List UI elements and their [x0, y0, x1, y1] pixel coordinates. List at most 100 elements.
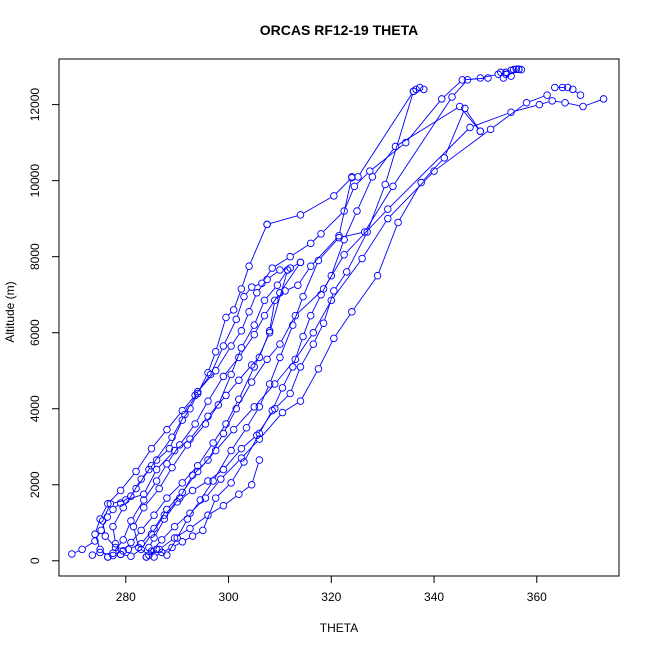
- series-line: [153, 431, 166, 447]
- series-line: [269, 303, 275, 328]
- series-line: [84, 542, 93, 548]
- series-line: [242, 327, 254, 346]
- series-line: [319, 341, 333, 367]
- plot-frame: [58, 58, 620, 577]
- data-point: [232, 315, 240, 324]
- series-line: [178, 521, 187, 536]
- series-line: [211, 348, 223, 372]
- series-line: [155, 500, 166, 513]
- series-line: [303, 197, 332, 214]
- data-point: [119, 536, 127, 544]
- series-line: [101, 506, 107, 517]
- series-line: [332, 260, 361, 299]
- y-axis-label: Altitude (m): [3, 281, 17, 342]
- data-point: [260, 296, 269, 305]
- series-line: [344, 189, 354, 209]
- series-line: [273, 390, 282, 408]
- series-line: [219, 377, 231, 403]
- data-point: [291, 355, 300, 364]
- data-point: [209, 439, 217, 447]
- series-line: [144, 472, 156, 492]
- series-line: [209, 378, 223, 399]
- series-line: [177, 529, 188, 537]
- series-line: [118, 547, 126, 550]
- data-point: [348, 308, 356, 316]
- data-point: [268, 264, 276, 272]
- series-line: [155, 521, 164, 536]
- data-point: [330, 287, 338, 295]
- series-line: [191, 418, 207, 437]
- series-line: [320, 239, 338, 259]
- data-point: [160, 515, 169, 523]
- data-point: [535, 100, 544, 109]
- data-point: [134, 543, 143, 552]
- data-point: [111, 543, 120, 552]
- series-line: [339, 179, 352, 233]
- data-point: [497, 68, 505, 77]
- series-line: [142, 530, 153, 542]
- data-point: [558, 83, 567, 92]
- series-line: [133, 550, 139, 555]
- series-line: [112, 529, 116, 541]
- data-point: [193, 462, 202, 470]
- series-line: [323, 213, 343, 232]
- series-line: [311, 297, 320, 313]
- data-point: [163, 505, 171, 514]
- data-point: [335, 233, 343, 242]
- data-point: [394, 218, 402, 227]
- data-point: [98, 517, 107, 525]
- data-point: [178, 479, 187, 487]
- series-line: [150, 540, 153, 545]
- data-point: [517, 65, 526, 74]
- data-point: [247, 481, 256, 489]
- data-point: [181, 410, 189, 419]
- data-point: [306, 311, 315, 320]
- data-point: [235, 395, 243, 403]
- data-point: [206, 370, 215, 379]
- series-line: [283, 369, 292, 386]
- series-line: [466, 110, 479, 129]
- series-line: [232, 333, 240, 344]
- data-point: [237, 285, 246, 293]
- series-line: [443, 81, 461, 98]
- data-point: [147, 444, 156, 453]
- series-line: [216, 320, 226, 349]
- series-line: [281, 264, 299, 291]
- data-point: [366, 167, 374, 175]
- data-point: [96, 515, 104, 523]
- data-point: [101, 532, 109, 540]
- data-point: [235, 376, 243, 384]
- series-line: [199, 445, 212, 464]
- series-line: [168, 540, 176, 553]
- data-point: [273, 281, 282, 289]
- series-line: [303, 318, 311, 334]
- series-line: [153, 439, 171, 464]
- data-point: [309, 340, 318, 348]
- data-point: [384, 205, 392, 213]
- series-segment: [88, 266, 292, 560]
- data-point: [299, 292, 307, 301]
- data-point: [155, 484, 163, 493]
- data-point: [373, 271, 382, 280]
- data-point: [229, 306, 238, 314]
- data-point: [140, 496, 148, 504]
- data-point: [561, 98, 569, 107]
- y-tick-label: 2000: [28, 471, 42, 498]
- data-point: [286, 264, 294, 272]
- data-point: [340, 251, 348, 259]
- data-point: [358, 254, 366, 263]
- data-point: [193, 387, 202, 396]
- series-line: [196, 376, 209, 394]
- series-line: [125, 544, 130, 549]
- data-point: [150, 524, 158, 533]
- series-line: [107, 538, 114, 546]
- series-line: [123, 554, 128, 557]
- data-point: [348, 173, 356, 181]
- series-line: [394, 99, 451, 184]
- series-line: [114, 542, 122, 551]
- series-line: [153, 542, 160, 550]
- data-point: [265, 380, 274, 388]
- series-line: [585, 99, 601, 106]
- series-line: [453, 82, 466, 95]
